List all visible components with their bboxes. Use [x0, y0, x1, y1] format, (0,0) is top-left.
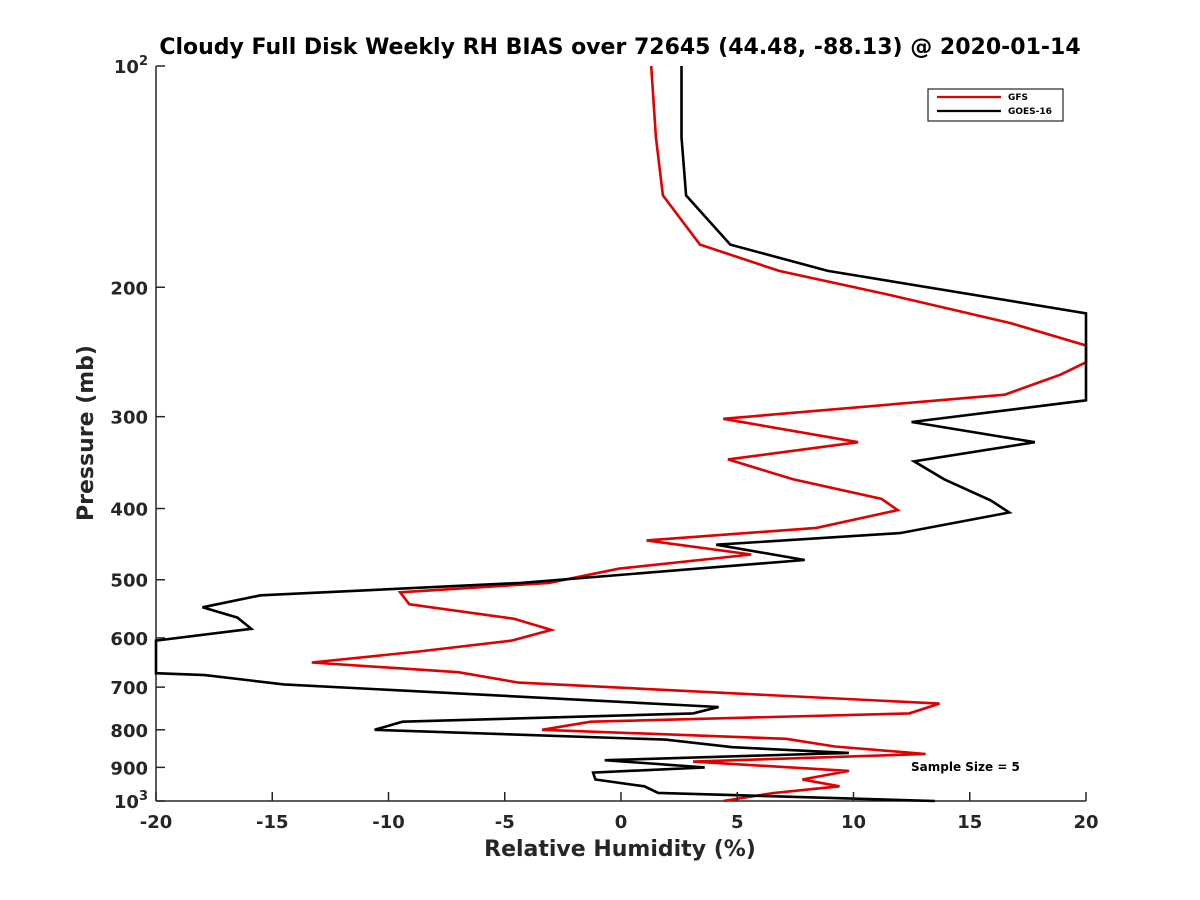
y-tick-label: 400: [110, 500, 148, 521]
x-tick-label: -5: [495, 812, 515, 833]
legend: GFS GOES-16: [927, 88, 1064, 122]
y-tick-label: 102: [114, 54, 148, 78]
x-tick-label: 20: [1073, 812, 1098, 833]
y-tick-label: 600: [110, 629, 148, 650]
legend-label-gfs: GFS: [1008, 93, 1028, 103]
x-tick-label: 15: [957, 812, 982, 833]
chart-title: Cloudy Full Disk Weekly RH BIAS over 726…: [159, 35, 1080, 60]
y-tick-label: 200: [110, 278, 148, 299]
series-line-goes-16: [154, 66, 1088, 803]
y-tick-label: 700: [110, 678, 148, 699]
x-tick-label: -10: [372, 812, 405, 833]
y-tick-label: 900: [110, 758, 148, 779]
x-tick-label: 10: [841, 812, 866, 833]
y-ticks: 102 200 300 400 500 600 700 800 900 103: [110, 54, 165, 813]
plot-area: -20 -15 -10 -5 0 5 10 15 20 102 200 300 400 500 600 70…: [110, 54, 1098, 833]
y-tick-label: 800: [110, 721, 148, 742]
y-tick-label: 500: [110, 571, 148, 592]
y-axis-label: Pressure (mb): [74, 345, 99, 521]
x-tick-label: -15: [256, 812, 289, 833]
legend-label-goes-16: GOES-16: [1008, 107, 1052, 117]
series-layer: [154, 65, 1088, 803]
x-tick-label: 0: [615, 812, 628, 833]
x-axis-label: Relative Humidity (%): [484, 837, 756, 862]
x-tick-label: -20: [140, 812, 173, 833]
x-tick-label: 5: [731, 812, 744, 833]
sample-size-annotation: Sample Size = 5: [911, 760, 1020, 774]
x-ticks: -20 -15 -10 -5 0 5 10 15 20: [140, 792, 1099, 833]
y-tick-label: 300: [110, 408, 148, 429]
y-tick-label: 103: [114, 789, 148, 813]
legend-box: [927, 88, 1064, 122]
